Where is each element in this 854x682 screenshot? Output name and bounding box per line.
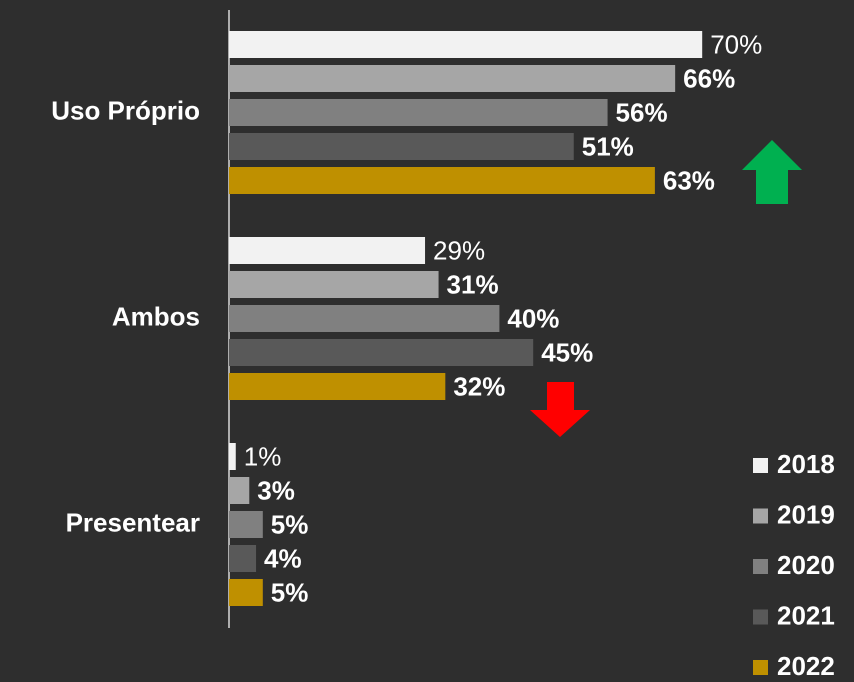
bar bbox=[229, 167, 655, 194]
data-label: 70% bbox=[710, 29, 762, 59]
bar bbox=[229, 373, 446, 400]
data-label: 31% bbox=[447, 269, 499, 299]
legend-swatch bbox=[753, 609, 768, 625]
data-label: 66% bbox=[683, 63, 735, 93]
data-label: 51% bbox=[582, 131, 634, 161]
data-label: 5% bbox=[271, 509, 309, 539]
bar bbox=[229, 579, 263, 606]
category-label: Ambos bbox=[112, 301, 200, 331]
legend-label: 2019 bbox=[777, 499, 835, 529]
data-label: 63% bbox=[663, 165, 715, 195]
bar bbox=[229, 99, 608, 126]
data-label: 29% bbox=[433, 235, 485, 265]
bar bbox=[229, 65, 676, 92]
bar bbox=[229, 31, 703, 58]
legend-label: 2018 bbox=[777, 449, 835, 479]
bar bbox=[229, 477, 250, 504]
data-label: 1% bbox=[244, 441, 282, 471]
bar bbox=[229, 133, 574, 160]
data-label: 45% bbox=[541, 337, 593, 367]
data-label: 32% bbox=[453, 371, 505, 401]
bar bbox=[229, 305, 500, 332]
data-label: 40% bbox=[507, 303, 559, 333]
bar bbox=[229, 237, 426, 264]
legend-swatch bbox=[753, 508, 768, 524]
data-label: 56% bbox=[616, 97, 668, 127]
data-label: 4% bbox=[264, 543, 302, 573]
down-arrow bbox=[530, 382, 590, 437]
category-label: Uso Próprio bbox=[51, 95, 200, 125]
category-label: Presentear bbox=[66, 507, 200, 537]
up-arrow bbox=[742, 140, 802, 204]
legend-swatch bbox=[753, 458, 768, 473]
bar bbox=[229, 511, 263, 538]
bar bbox=[229, 545, 257, 572]
data-label: 5% bbox=[271, 577, 309, 607]
legend-swatch bbox=[753, 660, 768, 675]
data-label: 3% bbox=[257, 475, 295, 505]
legend-label: 2021 bbox=[777, 600, 835, 630]
legend-swatch bbox=[753, 559, 768, 574]
legend-label: 2020 bbox=[777, 550, 835, 580]
bar bbox=[229, 339, 534, 366]
legend-label: 2022 bbox=[777, 651, 835, 681]
bar bbox=[229, 271, 439, 298]
bar bbox=[229, 443, 236, 470]
